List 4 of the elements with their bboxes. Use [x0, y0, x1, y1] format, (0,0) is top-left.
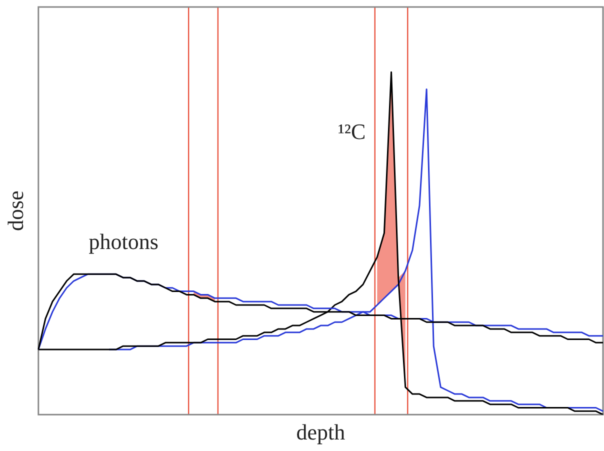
y-axis-title: dose — [2, 190, 28, 231]
annotation: ¹²C — [338, 119, 366, 144]
annotation: photons — [88, 229, 158, 254]
x-axis-title: depth — [296, 420, 346, 445]
